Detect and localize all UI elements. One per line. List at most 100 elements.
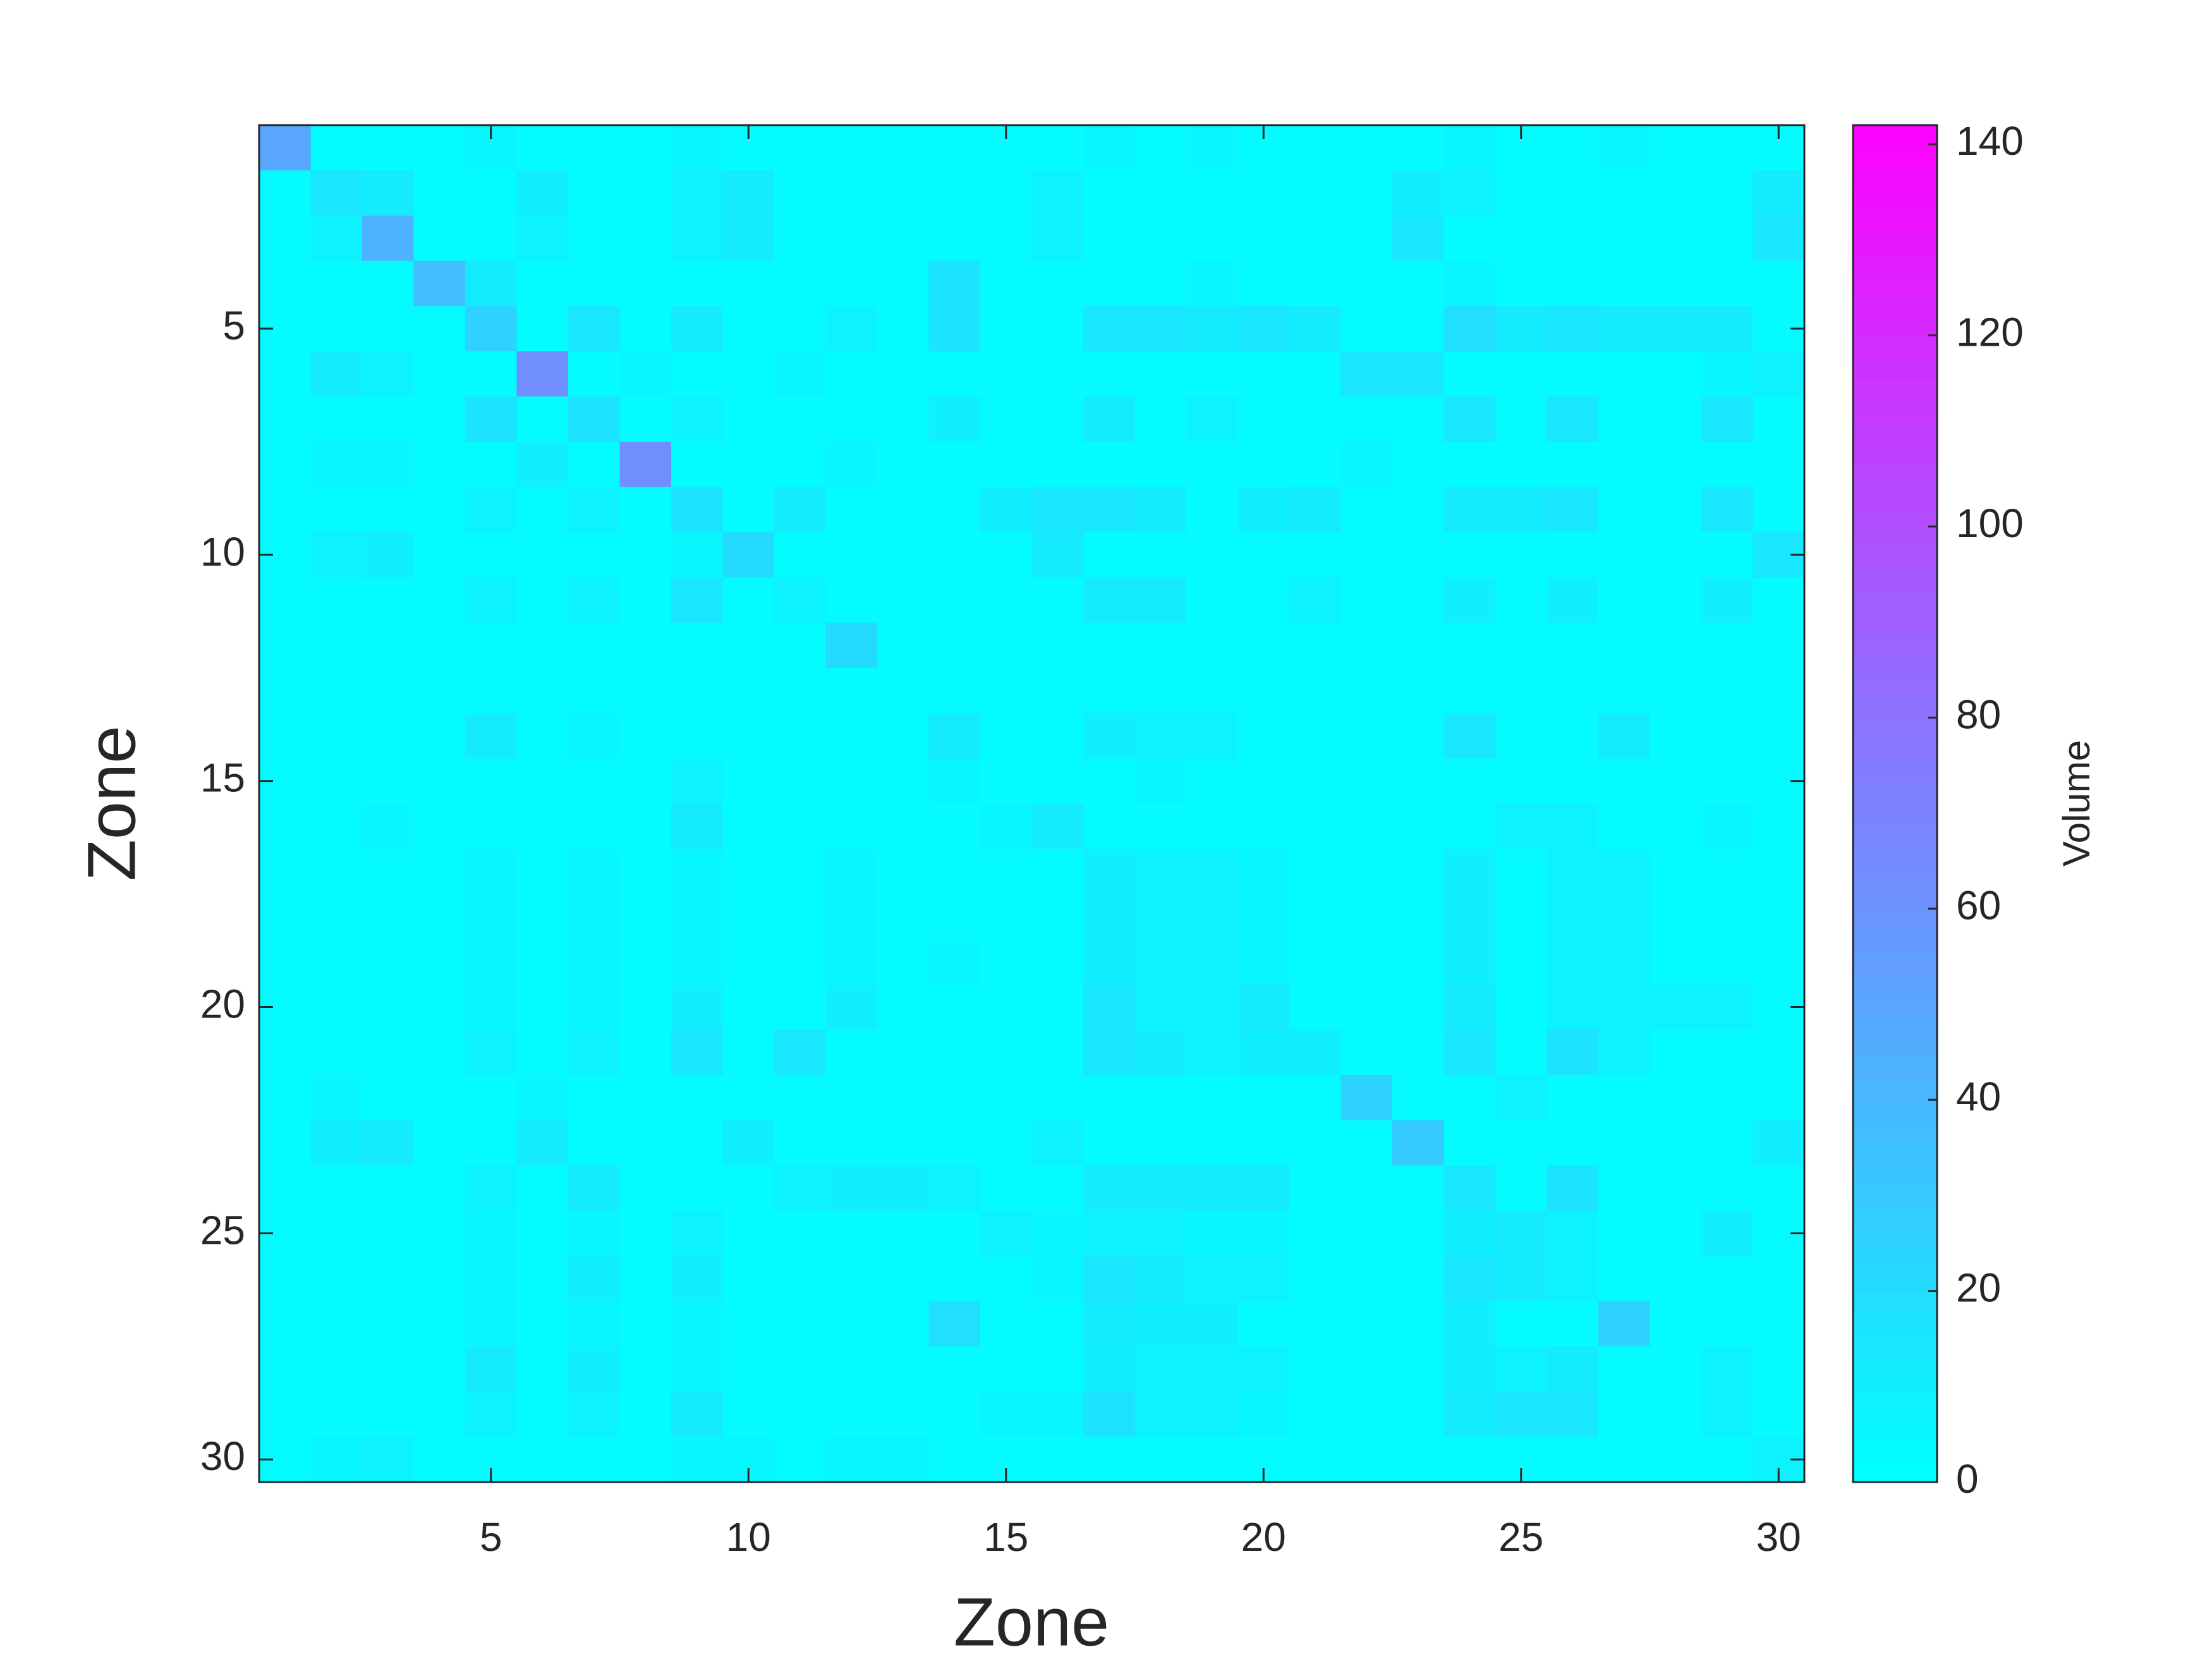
colorbar-band <box>1853 739 1937 762</box>
heatmap-cell <box>1598 984 1651 1030</box>
heatmap-cell <box>1443 1256 1496 1302</box>
heatmap-cell <box>1134 487 1187 533</box>
heatmap-cell <box>877 260 930 307</box>
heatmap-cell <box>1186 487 1239 533</box>
heatmap-cell <box>1186 803 1239 849</box>
heatmap-cell <box>1701 1256 1754 1302</box>
colorbar-label: Volume <box>2055 740 2098 866</box>
heatmap-cell <box>1701 1210 1754 1256</box>
heatmap-cell <box>980 1346 1033 1392</box>
heatmap-cell <box>1701 1391 1754 1438</box>
heatmap-cell <box>825 260 878 307</box>
heatmap-cell <box>825 577 878 623</box>
heatmap-cell <box>1134 758 1187 805</box>
heatmap-cell <box>465 1210 518 1256</box>
heatmap-cell <box>1237 939 1290 985</box>
heatmap-cell <box>1547 577 1599 623</box>
heatmap-cell <box>1753 487 1805 533</box>
heatmap-cell <box>877 441 930 488</box>
colorbar-band <box>1853 1100 1937 1122</box>
heatmap-cell <box>1134 577 1187 623</box>
heatmap-cell <box>310 441 363 488</box>
heatmap-cell <box>413 216 466 262</box>
heatmap-cell <box>1598 396 1651 442</box>
heatmap-cell <box>1443 1074 1496 1121</box>
heatmap-cell <box>1392 487 1445 533</box>
heatmap-cell <box>1186 170 1239 216</box>
heatmap-cell <box>1547 713 1599 759</box>
heatmap-cell <box>1134 260 1187 307</box>
heatmap-cell <box>1392 713 1445 759</box>
heatmap-cell <box>928 1120 981 1166</box>
colorbar-band <box>1853 167 1937 190</box>
heatmap-cell <box>1392 894 1445 940</box>
heatmap-cell <box>310 1346 363 1392</box>
heatmap-cell <box>980 487 1033 533</box>
heatmap-cell <box>362 1391 415 1438</box>
heatmap-cell <box>1031 1391 1084 1438</box>
y-tick-label: 30 <box>200 1433 245 1479</box>
heatmap-cell <box>310 125 363 171</box>
heatmap-cell <box>362 1210 415 1256</box>
x-tick-label: 15 <box>983 1514 1028 1560</box>
heatmap-cell <box>1134 984 1187 1030</box>
heatmap-cell <box>1134 667 1187 714</box>
heatmap-cell <box>671 441 724 488</box>
heatmap-cell <box>1134 1030 1187 1076</box>
colorbar-band <box>1853 528 1937 550</box>
heatmap-cell <box>1650 713 1702 759</box>
heatmap-cell <box>1392 803 1445 849</box>
heatmap-cell <box>465 803 518 849</box>
heatmap-cell <box>825 1120 878 1166</box>
heatmap-cell <box>1392 1437 1445 1483</box>
heatmap-cell <box>1186 623 1239 669</box>
heatmap-cell <box>722 577 775 623</box>
heatmap-cell <box>619 1210 672 1256</box>
heatmap-cell <box>774 1030 827 1076</box>
heatmap-cell <box>1701 306 1754 352</box>
heatmap-cell <box>671 306 724 352</box>
heatmap-cell <box>825 396 878 442</box>
heatmap-cell <box>877 532 930 578</box>
heatmap-cell <box>516 1210 569 1256</box>
heatmap-cell <box>568 713 621 759</box>
heatmap-cell <box>877 1120 930 1166</box>
heatmap-cell <box>1598 803 1651 849</box>
heatmap-cell <box>1340 577 1393 623</box>
heatmap-cell <box>1340 170 1393 216</box>
y-axis-label: Zone <box>73 726 150 881</box>
heatmap-cell <box>1392 260 1445 307</box>
heatmap-cell <box>877 623 930 669</box>
heatmap-cell <box>928 260 981 307</box>
heatmap-cell <box>825 1256 878 1302</box>
heatmap-cell <box>877 1391 930 1438</box>
colorbar-band <box>1853 485 1937 507</box>
heatmap-cell <box>619 216 672 262</box>
heatmap-cell <box>516 667 569 714</box>
heatmap-cell <box>1186 1030 1239 1076</box>
heatmap-cell <box>1650 306 1702 352</box>
heatmap-cell <box>1598 351 1651 397</box>
heatmap-cell <box>310 1391 363 1438</box>
heatmap-cell <box>671 1074 724 1121</box>
heatmap-cell <box>774 125 827 171</box>
heatmap-cell <box>1186 939 1239 985</box>
colorbar-band <box>1853 1312 1937 1334</box>
heatmap-cell <box>825 441 878 488</box>
heatmap-cell <box>1083 713 1136 759</box>
heatmap-cell <box>1134 1346 1187 1392</box>
heatmap-cell <box>1134 939 1187 985</box>
heatmap-cell <box>1289 758 1342 805</box>
heatmap-cell <box>310 351 363 397</box>
heatmap-cell <box>671 1210 724 1256</box>
heatmap-cell <box>1650 803 1702 849</box>
heatmap-cell <box>259 577 312 623</box>
heatmap-cell <box>1701 441 1754 488</box>
colorbar-band <box>1853 1079 1937 1101</box>
heatmap-cell <box>1392 1074 1445 1121</box>
heatmap-cell <box>413 441 466 488</box>
heatmap-cell <box>516 894 569 940</box>
heatmap-cell <box>1753 1030 1805 1076</box>
heatmap-cell <box>825 351 878 397</box>
